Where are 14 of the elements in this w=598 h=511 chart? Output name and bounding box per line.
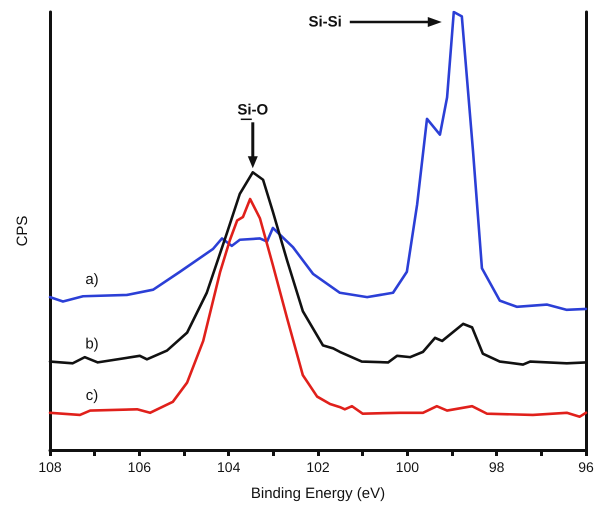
x-tick-label: 102 <box>306 459 330 475</box>
x-tick-label: 100 <box>396 459 420 475</box>
x-tick-label: 104 <box>216 459 241 475</box>
x-tick-label: 108 <box>38 459 62 475</box>
series-label: b) <box>85 336 99 353</box>
x-tick-label: 96 <box>578 459 594 475</box>
x-tick-label: 98 <box>488 459 505 475</box>
annotation: Si-Si <box>308 14 342 30</box>
annotation: Si-O <box>237 101 269 118</box>
x-tick-label: 106 <box>128 459 152 475</box>
series-label: c) <box>86 386 98 404</box>
y-axis-title: CPS <box>14 216 31 246</box>
x-axis-title: Binding Energy (eV) <box>250 485 386 502</box>
series-label: a) <box>85 271 99 288</box>
